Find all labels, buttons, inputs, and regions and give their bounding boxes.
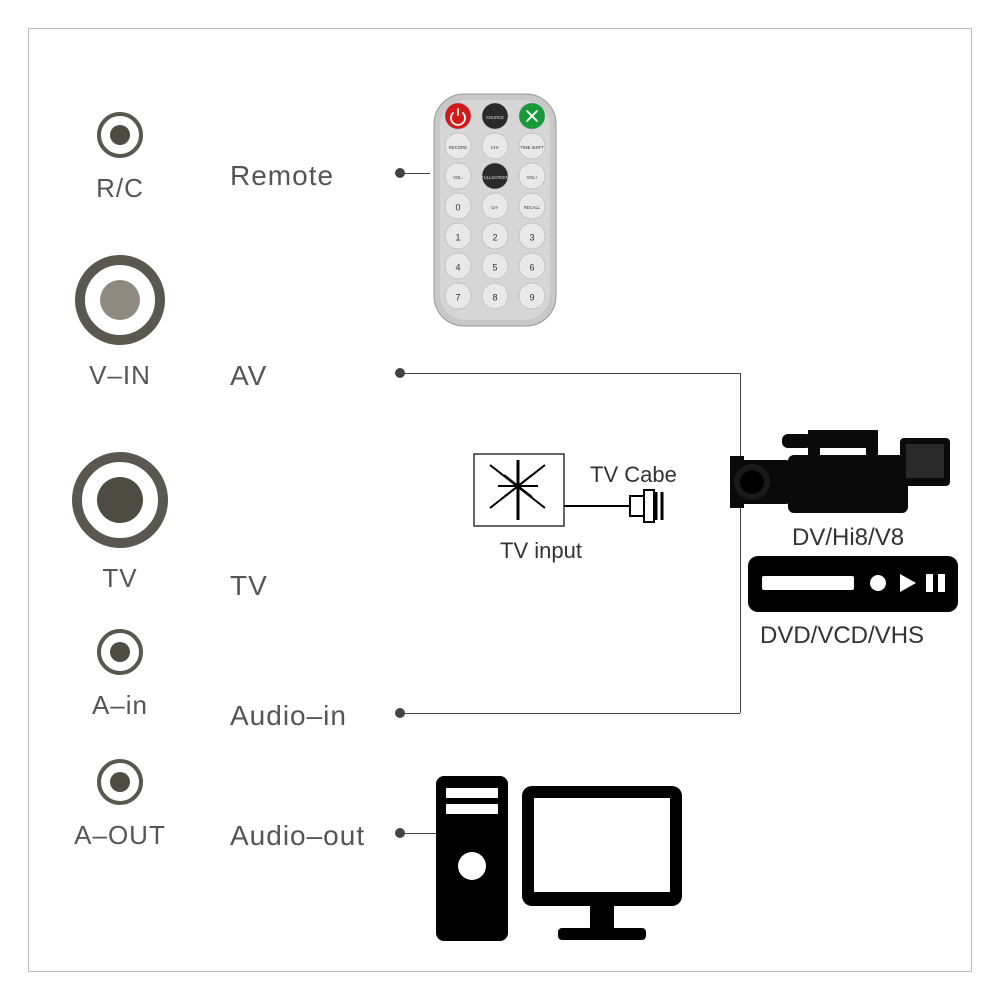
player-label: DVD/VCD/VHS <box>760 622 924 650</box>
svg-text:VOL+: VOL+ <box>527 175 538 180</box>
signal-label-av: AV <box>230 360 267 392</box>
svg-text:1: 1 <box>455 232 460 242</box>
signal-label-audioin: Audio–in <box>230 700 347 732</box>
camcorder-label: DV/Hi8/V8 <box>792 524 904 552</box>
port-rc: R/C <box>97 112 143 204</box>
port-vin: V–IN <box>75 255 165 391</box>
port-label-ain: A–in <box>40 690 200 721</box>
port-label-aout: A–OUT <box>40 820 200 851</box>
signal-label-audioout: Audio–out <box>230 820 365 852</box>
svg-text:CH-: CH- <box>491 205 499 210</box>
svg-text:TIME SHIFT: TIME SHIFT <box>520 145 544 150</box>
svg-text:RECALL: RECALL <box>524 205 541 210</box>
signal-label-remote: Remote <box>230 160 334 192</box>
port-label-vin: V–IN <box>40 360 200 391</box>
svg-text:5: 5 <box>492 262 497 272</box>
port-ain: A–in <box>97 629 143 721</box>
svg-text:CH+: CH+ <box>491 145 500 150</box>
port-label-tv: TV <box>40 563 200 594</box>
dvd-player-icon <box>748 556 958 618</box>
svg-text:SOURCE: SOURCE <box>486 115 504 120</box>
svg-text:4: 4 <box>455 262 460 272</box>
svg-text:3: 3 <box>529 232 534 242</box>
svg-text:9: 9 <box>529 292 534 302</box>
svg-text:7: 7 <box>455 292 460 302</box>
port-aout: A–OUT <box>97 759 143 851</box>
svg-text:0: 0 <box>455 202 460 212</box>
remote-control-icon: SOURCE RECORD CH+ TIME SHIFT VOL- FULLSCREEN V… <box>430 90 560 330</box>
port-label-rc: R/C <box>40 173 200 204</box>
svg-text:6: 6 <box>529 262 534 272</box>
svg-text:2: 2 <box>492 232 497 242</box>
tv-cable-label: TV Cabe <box>590 462 677 488</box>
signal-label-tv_sig: TV <box>230 570 268 602</box>
svg-text:VOL-: VOL- <box>453 175 463 180</box>
tv-input-label: TV input <box>500 538 582 564</box>
svg-text:8: 8 <box>492 292 497 302</box>
computer-icon <box>436 766 686 956</box>
camcorder-icon <box>730 400 950 530</box>
svg-text:FULLSCREEN: FULLSCREEN <box>481 175 509 180</box>
svg-text:RECORD: RECORD <box>449 145 467 150</box>
port-tv: TV <box>72 452 168 594</box>
